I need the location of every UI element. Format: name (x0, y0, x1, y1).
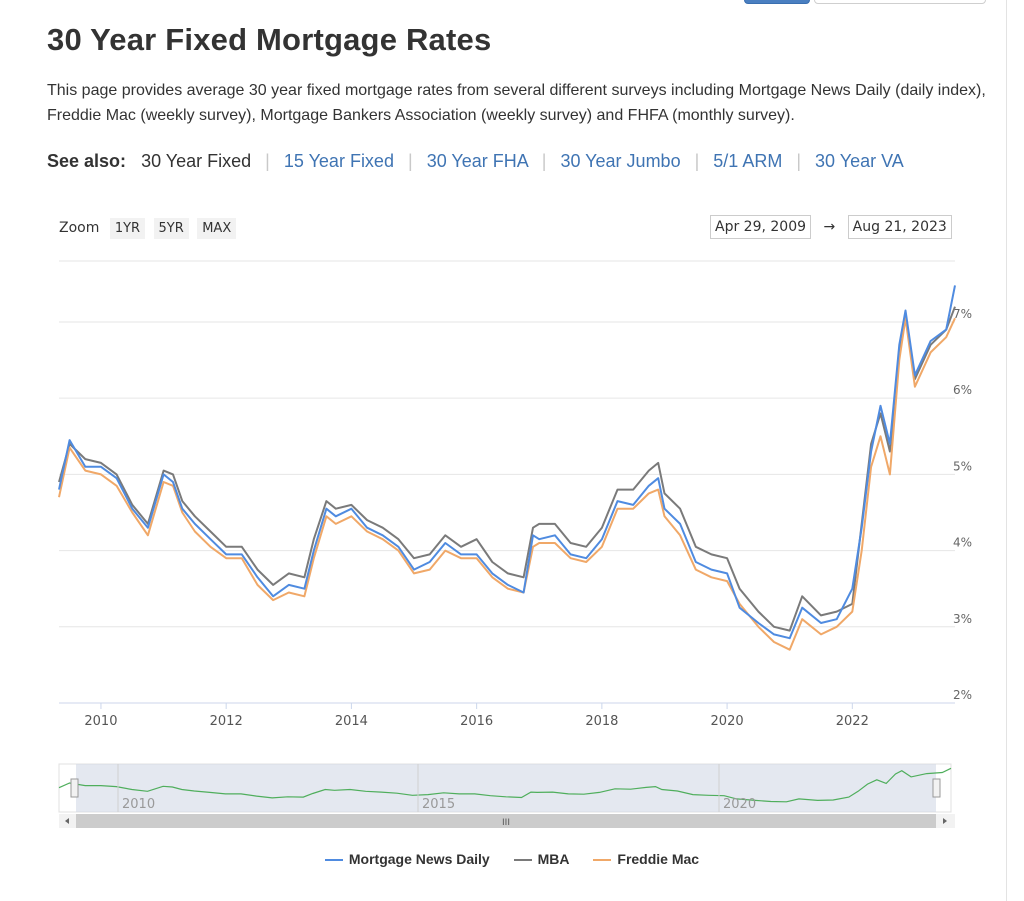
legend-item-mnd[interactable]: Mortgage News Daily (324, 851, 490, 867)
intro-text: This page provides average 30 year fixed… (47, 82, 986, 124)
see-also-nav: See also: 30 Year Fixed | 15 Year Fixed … (47, 151, 904, 171)
scroll-left-arrow-icon (65, 818, 69, 824)
navigator-handle-left (70, 778, 79, 798)
y-tick-label: 5% (953, 459, 972, 473)
x-tick-label: 2012 (210, 714, 243, 729)
chart-legend: Mortgage News Daily MBA Freddie Mac (0, 851, 1024, 867)
zoom-max-button[interactable]: MAX (197, 218, 237, 239)
series-line-freddie (58, 317, 956, 651)
navigator-year-label: 2020 (723, 797, 756, 812)
legend-label-mnd: Mortgage News Daily (348, 851, 490, 867)
date-range: Apr 29, 2009 → Aug 21, 2023 (710, 215, 952, 239)
x-tick-label: 2020 (711, 714, 744, 729)
navigator-year-label: 2010 (122, 797, 155, 812)
legend-label-mba: MBA (537, 851, 570, 867)
series-line-mnd (58, 285, 956, 640)
zoom-controls: Zoom 1YR 5YR MAX (59, 218, 240, 239)
legend-swatch-freddie (593, 859, 612, 862)
x-tick-label: 2010 (84, 714, 117, 729)
x-tick-label: 2016 (460, 714, 493, 729)
scrollbar-grip: III (502, 818, 510, 828)
page-border (1006, 0, 1007, 901)
range-arrow: → (823, 219, 836, 235)
link-15-year-fixed[interactable]: 15 Year Fixed (283, 151, 394, 171)
mortgage-rate-chart: 2% 3% 4% 5% 6% 7% 2010 2012 2014 2016 2018 2020 2022… (58, 260, 972, 828)
series-line-mba (58, 306, 956, 632)
link-30-year-fha[interactable]: 30 Year FHA (426, 151, 528, 171)
y-tick-label: 7% (953, 307, 972, 321)
legend-swatch-mba (513, 859, 532, 862)
legend-item-freddie[interactable]: Freddie Mac (593, 851, 699, 867)
link-30-year-jumbo[interactable]: 30 Year Jumbo (560, 151, 681, 171)
legend-swatch-mnd (324, 859, 343, 862)
link-5-1-arm[interactable]: 5/1 ARM (713, 151, 783, 171)
navigator-series-line (58, 767, 952, 803)
y-tick-label: 2% (953, 688, 972, 702)
zoom-1yr-button[interactable]: 1YR (109, 218, 146, 239)
page-title: 30 Year Fixed Mortgage Rates (47, 22, 492, 57)
x-tick-label: 2018 (585, 714, 618, 729)
x-tick-label: 2014 (335, 714, 368, 729)
x-tick-label: 2022 (836, 714, 869, 729)
zoom-label: Zoom (59, 220, 100, 236)
see-also-label: See also: (47, 151, 127, 171)
legend-item-mba[interactable]: MBA (513, 851, 570, 867)
legend-label-freddie: Freddie Mac (617, 851, 700, 867)
navigator-selection (76, 764, 936, 812)
y-tick-label: 3% (953, 612, 972, 626)
y-tick-label: 6% (953, 383, 972, 397)
navigator-year-label: 2015 (422, 797, 455, 812)
date-from-input[interactable]: Apr 29, 2009 (710, 215, 812, 239)
scroll-right-arrow-icon (943, 818, 947, 824)
zoom-5yr-button[interactable]: 5YR (153, 218, 189, 239)
navigator-handle-right (932, 778, 941, 798)
scrollbar-thumb (76, 814, 936, 828)
link-30-year-va[interactable]: 30 Year VA (815, 151, 904, 171)
see-also-current: 30 Year Fixed (141, 151, 252, 171)
date-to-input[interactable]: Aug 21, 2023 (847, 215, 952, 239)
y-tick-label: 4% (953, 536, 972, 550)
